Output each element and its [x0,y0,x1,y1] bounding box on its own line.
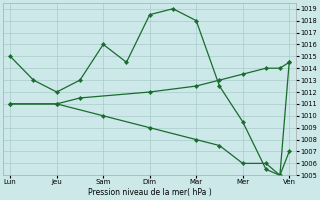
X-axis label: Pression niveau de la mer( hPa ): Pression niveau de la mer( hPa ) [88,188,212,197]
